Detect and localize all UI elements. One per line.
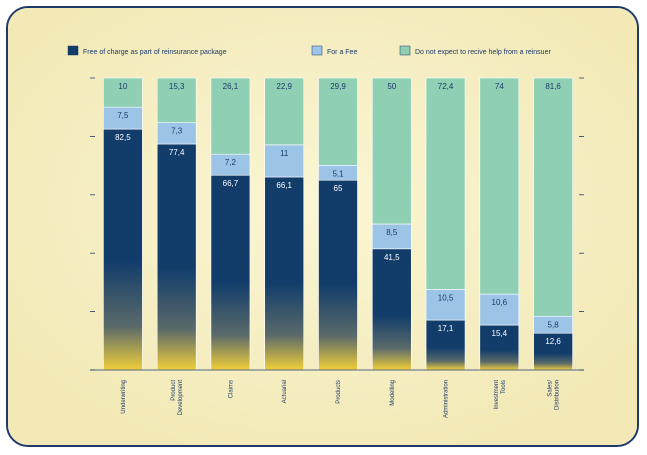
legend-label-2: Do not expect to recive help from a rein… [415,49,551,56]
category-label-7: Investment Tools [494,380,507,410]
bar-segment-0-2 [103,77,143,108]
bar-segment-2-2 [210,77,251,155]
data-label-6-2: 72,4 [438,82,454,91]
bar-segment-2-0 [210,174,251,371]
data-label-1-1: 7,3 [171,127,183,136]
category-label-8: Sales/Distribution [548,380,561,410]
bar-segment-6-1 [425,289,466,321]
data-label-5-2: 50 [387,82,396,91]
category-label-line: Products [336,380,342,404]
category-label-line: Distribution [555,380,561,410]
category-label-5: Modelling [390,380,396,406]
category-label-line: Product [171,380,177,401]
category-label-0: Underwriting [121,380,127,414]
data-label-3-0: 66,1 [276,181,292,190]
data-label-6-1: 10,5 [438,293,454,302]
bar-segment-4-2 [318,77,358,166]
data-label-4-0: 65 [334,184,343,193]
category-label-2: Claims [228,380,234,398]
bar-segment-3-0 [264,176,305,371]
data-label-8-2: 81,6 [545,82,561,91]
data-label-8-1: 5,8 [548,320,560,329]
bar-segment-3-2 [264,77,305,146]
bar-segment-6-0 [425,319,466,371]
category-label-4: Products [336,380,342,404]
bar-segment-3-1 [264,144,305,178]
bar-segment-8-2 [533,77,573,317]
data-label-0-2: 10 [118,82,127,91]
chart-frame: Free of charge as part of reinsurance pa… [6,6,639,447]
bars-group: 82,5 7,5 10 77,4 7,3 15,3 66,7 7,2 26,1 66,1 11 22,… [103,77,573,371]
data-label-2-2: 26,1 [223,82,239,91]
stacked-bar-chart: Free of charge as part of reinsurance pa… [8,8,637,445]
legend-label-0: Free of charge as part of reinsurance pa… [83,49,227,56]
data-label-5-1: 8,5 [386,228,398,237]
data-label-1-2: 15,3 [169,82,185,91]
y-tick-marks [90,77,584,371]
legend-swatch-0 [67,45,79,56]
legend-swatch-2 [399,45,411,56]
data-label-8-0: 12,6 [545,337,561,346]
data-label-4-1: 5,1 [332,169,344,178]
bar-segment-5-1 [371,223,412,250]
bar-segment-6-2 [425,77,466,290]
category-label-line: Claims [228,380,234,398]
data-label-0-1: 7,5 [117,111,129,120]
category-label-6: Administration [444,380,450,418]
legend-label-1: For a Fee [327,49,357,56]
data-label-1-0: 77,4 [169,148,185,157]
data-label-3-2: 22,9 [276,82,292,91]
bar-segment-5-0 [371,248,412,371]
category-label-line: Actuarial [282,380,288,403]
bar-segment-5-2 [371,77,412,225]
bar-segment-1-2 [156,77,197,123]
data-label-4-2: 29,9 [330,82,346,91]
category-labels: Underwriting Product Development Claims Actu… [121,380,561,418]
category-label-line: Administration [444,380,450,418]
category-label-line: Sales/ [548,380,554,397]
bar-segment-7-0 [479,324,520,371]
bar-segment-7-1 [479,293,520,326]
bar-segment-7-2 [479,77,520,295]
data-label-2-1: 7,2 [225,158,237,167]
data-label-0-0: 82,5 [115,133,131,142]
bar-segment-1-0 [156,143,197,371]
category-label-1: Product Development [171,380,184,416]
category-label-line: Development [178,380,184,416]
data-label-2-0: 66,7 [223,179,239,188]
data-label-7-0: 15,4 [492,329,508,338]
bar-segment-0-0 [103,128,143,371]
category-label-line: Modelling [390,380,396,406]
category-label-line: Investment [494,380,500,410]
category-label-line: Tools [501,380,507,394]
data-label-7-1: 10,6 [492,298,508,307]
data-label-7-2: 74 [495,82,504,91]
data-label-6-0: 17,1 [438,324,454,333]
category-label-3: Actuarial [282,380,288,403]
legend-swatch-1 [311,45,323,56]
bar-segment-4-0 [318,179,358,371]
category-label-line: Underwriting [121,380,127,414]
data-label-3-1: 11 [280,149,289,158]
legend: Free of charge as part of reinsurance pa… [67,45,551,56]
data-label-5-0: 41,5 [384,253,400,262]
